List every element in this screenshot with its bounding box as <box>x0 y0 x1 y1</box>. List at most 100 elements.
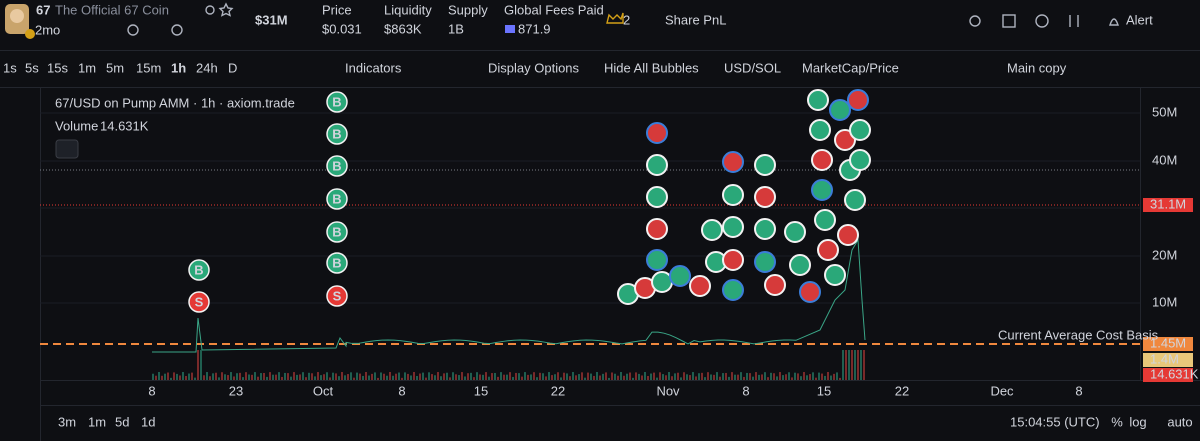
trade-bubble[interactable] <box>817 239 839 261</box>
trade-marker[interactable] <box>326 252 348 274</box>
stat-label: Price <box>322 2 352 17</box>
interval-button[interactable]: 15s <box>47 60 68 75</box>
collapse-button[interactable] <box>55 139 79 159</box>
trade-bubble[interactable] <box>722 184 744 206</box>
trade-bubble[interactable] <box>651 271 673 293</box>
trade-marker[interactable] <box>326 188 348 210</box>
trade-bubble[interactable] <box>722 216 744 238</box>
trade-marker[interactable] <box>326 285 348 307</box>
trade-bubble[interactable] <box>847 89 869 111</box>
layout-select[interactable]: Main copy <box>1007 60 1067 75</box>
volume-label: Volume <box>55 118 98 133</box>
interval-button[interactable]: 1h <box>171 60 186 75</box>
trade-bubble[interactable] <box>829 99 851 121</box>
interval-button[interactable]: D <box>228 60 237 75</box>
trade-bubble[interactable] <box>646 186 668 208</box>
trade-bubble[interactable] <box>814 209 836 231</box>
trade-bubble[interactable] <box>809 119 831 141</box>
layout-icon[interactable] <box>1002 14 1016 28</box>
trade-bubble[interactable] <box>807 89 829 111</box>
trade-bubble[interactable] <box>646 122 668 144</box>
sort-icon[interactable] <box>1069 15 1079 27</box>
volume-bar <box>506 374 508 380</box>
range-button[interactable]: 1m <box>88 414 106 429</box>
volume-bar <box>155 375 157 380</box>
share-icon[interactable] <box>205 5 215 15</box>
trade-bubble[interactable] <box>646 154 668 176</box>
currency-icon[interactable] <box>1035 14 1049 28</box>
mode-toggle[interactable]: MarketCap/Price <box>802 60 899 75</box>
trade-bubble[interactable] <box>834 129 856 151</box>
trade-bubble[interactable] <box>646 249 668 271</box>
trade-bubble[interactable] <box>811 179 833 201</box>
trade-bubble[interactable] <box>824 264 846 286</box>
trade-bubble[interactable] <box>837 224 859 246</box>
interval-button[interactable]: 24h <box>196 60 218 75</box>
trade-bubble[interactable] <box>754 154 776 176</box>
trade-bubble[interactable] <box>669 265 691 287</box>
interval-button[interactable]: 5m <box>106 60 124 75</box>
volume-bar <box>671 376 673 380</box>
trade-bubble[interactable] <box>722 151 744 173</box>
trade-bubble[interactable] <box>811 149 833 171</box>
trade-bubble[interactable] <box>849 149 871 171</box>
volume-bar <box>614 373 616 380</box>
alert-button[interactable]: Alert <box>1126 12 1153 27</box>
stat-value: 1B <box>448 21 464 36</box>
volume-bar <box>728 376 730 380</box>
trade-bubble[interactable] <box>789 254 811 276</box>
volume-bar <box>641 375 643 380</box>
trade-marker[interactable] <box>326 221 348 243</box>
trade-bubble[interactable] <box>799 281 821 303</box>
volume-bar <box>311 373 313 380</box>
trade-bubble[interactable] <box>754 251 776 273</box>
volume-bar <box>431 374 433 380</box>
interval-button[interactable]: 5s <box>25 60 39 75</box>
settings-icon[interactable] <box>969 15 981 27</box>
search-icon[interactable] <box>171 24 183 36</box>
trade-bubble[interactable] <box>764 274 786 296</box>
volume-bar <box>746 372 748 380</box>
trade-bubble[interactable] <box>754 186 776 208</box>
interval-button[interactable]: 1m <box>78 60 96 75</box>
volume-bar <box>803 372 805 380</box>
trade-marker[interactable] <box>326 155 348 177</box>
scale-option[interactable]: % <box>1111 414 1123 429</box>
trade-bubble[interactable] <box>844 189 866 211</box>
price-tag <box>1143 337 1193 351</box>
range-button[interactable]: 3m <box>58 414 76 429</box>
interval-button[interactable]: 15m <box>136 60 161 75</box>
volume-value: 14.631K <box>100 118 149 133</box>
indicators-button[interactable]: Indicators <box>345 60 402 75</box>
trade-bubble[interactable] <box>754 218 776 240</box>
share-pnl[interactable]: Share PnL <box>665 12 726 27</box>
star-icon[interactable] <box>218 2 234 17</box>
volume-bar <box>443 373 445 380</box>
display-options-button[interactable]: Display Options <box>488 60 580 75</box>
hide-bubbles-button[interactable]: Hide All Bubbles <box>604 60 699 75</box>
trade-marker[interactable] <box>326 123 348 145</box>
volume-bar <box>659 372 661 380</box>
trade-bubble[interactable] <box>689 275 711 297</box>
scale-option[interactable]: log <box>1129 414 1146 429</box>
volume-bar <box>290 376 292 380</box>
trade-bubble[interactable] <box>646 218 668 240</box>
trade-marker[interactable] <box>188 259 210 281</box>
volume-bar <box>359 373 361 380</box>
stat-label: Liquidity <box>384 2 432 17</box>
trade-marker[interactable] <box>326 91 348 113</box>
currency-toggle[interactable]: USD/SOL <box>724 60 781 75</box>
trade-bubble[interactable] <box>722 249 744 271</box>
trade-marker[interactable] <box>188 291 210 313</box>
volume-bar <box>581 372 583 380</box>
trade-bubble[interactable] <box>701 219 723 241</box>
globe-icon[interactable] <box>127 24 139 36</box>
trade-bubble[interactable] <box>849 119 871 141</box>
alert-icon[interactable] <box>1109 18 1119 26</box>
range-button[interactable]: 1d <box>141 414 155 429</box>
interval-button[interactable]: 1s <box>3 60 17 75</box>
range-button[interactable]: 5d <box>115 414 129 429</box>
scale-option[interactable]: auto <box>1167 414 1192 429</box>
trade-bubble[interactable] <box>722 279 744 301</box>
trade-bubble[interactable] <box>784 221 806 243</box>
